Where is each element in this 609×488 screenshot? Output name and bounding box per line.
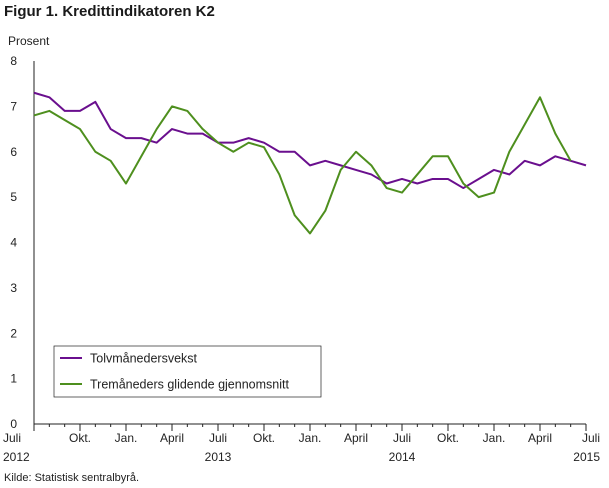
y-tick-label: 0	[10, 417, 17, 431]
y-tick-label: 6	[10, 145, 17, 159]
chart-title: Figur 1. Kredittindikatoren K2	[4, 3, 215, 20]
x-tick-label: Jan.	[299, 431, 322, 445]
source-note: Kilde: Statistisk sentralbyrå.	[4, 472, 140, 484]
x-tick-label: Juli	[393, 431, 411, 445]
y-tick-label: 5	[10, 190, 17, 204]
x-year-label: 2012	[3, 450, 30, 464]
legend-label-2: Tremåneders glidende gjennomsnitt	[90, 378, 289, 392]
y-tick-label: 1	[10, 372, 17, 386]
y-tick-label: 3	[10, 281, 17, 295]
x-tick-label: Juli	[209, 431, 227, 445]
legend-box	[53, 345, 322, 398]
x-tick-label: Juli	[3, 431, 21, 445]
x-year-label: 2015	[573, 450, 600, 464]
legend-label-1: Tolvmånedersvekst	[90, 352, 198, 366]
y-tick-label: 8	[10, 54, 17, 68]
x-tick-label: Juli	[582, 431, 600, 445]
y-tick-label: 4	[10, 236, 17, 250]
x-tick-label: Okt.	[69, 431, 91, 445]
x-axis: Juli 2012 Okt. Jan. April Juli 2013 Okt. Jan. Apr…	[3, 423, 600, 464]
x-tick-label: Okt.	[253, 431, 275, 445]
y-tick-label: 7	[10, 99, 17, 113]
series-lines	[33, 91, 587, 235]
x-tick-label: Jan.	[483, 431, 506, 445]
x-tick-label: April	[528, 431, 552, 445]
x-tick-label: Okt.	[437, 431, 459, 445]
x-tick-label: Jan.	[115, 431, 138, 445]
x-year-label: 2013	[205, 450, 232, 464]
y-tick-label: 2	[10, 326, 17, 340]
y-axis-unit-label: Prosent	[8, 34, 50, 48]
y-axis: 0 1 2 3 4 5 6 7 8	[10, 54, 35, 431]
x-tick-label: April	[344, 431, 368, 445]
legend: Tolvmånedersvekst Tremåneders glidende gj…	[53, 345, 322, 398]
series-line-1	[33, 91, 587, 190]
series-line-2	[33, 96, 572, 235]
x-year-label: 2014	[389, 450, 416, 464]
x-tick-label: April	[160, 431, 184, 445]
